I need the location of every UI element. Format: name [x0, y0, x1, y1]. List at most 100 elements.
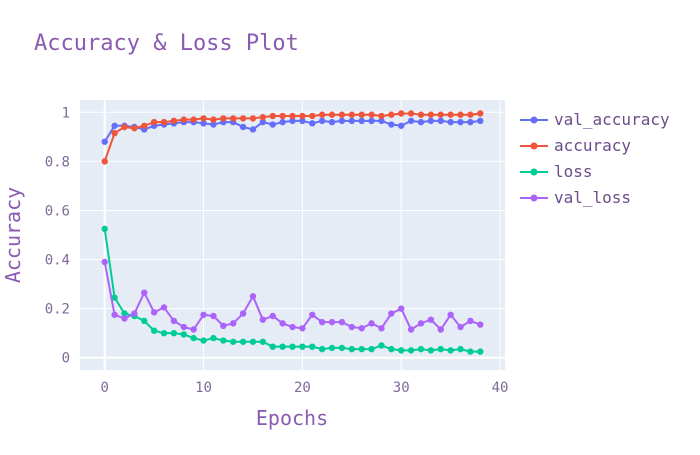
data-point: [407, 117, 415, 125]
data-point: [269, 312, 276, 320]
data-point: [368, 320, 375, 327]
data-point: [299, 112, 306, 120]
data-point: [200, 120, 207, 127]
y-tick-label: 0.2: [45, 302, 70, 318]
data-point: [328, 118, 336, 126]
data-point: [447, 347, 454, 354]
data-point: [111, 311, 118, 318]
data-point: [477, 117, 484, 125]
series-val-loss: [101, 258, 484, 333]
x-tick-label: 30: [393, 380, 410, 396]
data-point: [398, 110, 405, 117]
x-tick-label: 10: [195, 380, 212, 396]
data-point: [289, 117, 296, 125]
data-point: [170, 317, 178, 325]
x-tick-label: 40: [492, 380, 509, 396]
data-point: [229, 338, 237, 345]
data-point: [180, 116, 187, 123]
data-point: [150, 327, 158, 334]
data-point: [427, 111, 435, 118]
legend-label: val_accuracy: [554, 110, 670, 129]
data-point: [121, 123, 128, 131]
data-point: [467, 118, 474, 126]
data-point: [131, 125, 138, 132]
data-point: [269, 121, 276, 128]
data-point: [328, 318, 336, 326]
data-point: [368, 345, 375, 353]
legend-item-accuracy[interactable]: accuracy: [520, 136, 631, 155]
data-point: [229, 320, 237, 327]
data-point: [427, 117, 435, 125]
legend-marker-icon: [530, 194, 538, 202]
data-point: [180, 323, 187, 331]
data-point: [289, 343, 296, 350]
y-tick-label: 1: [62, 105, 70, 121]
data-point: [190, 326, 197, 333]
data-point: [368, 111, 375, 118]
data-point: [239, 338, 247, 345]
data-point: [141, 289, 148, 296]
data-point: [477, 110, 484, 117]
legend-item-val-loss[interactable]: val_loss: [520, 188, 631, 207]
data-point: [467, 111, 474, 118]
data-point: [477, 348, 484, 355]
data-point: [398, 122, 405, 129]
data-point: [338, 111, 346, 118]
data-point: [378, 342, 385, 349]
y-tick-label: 0.8: [45, 154, 70, 170]
data-point: [141, 122, 148, 129]
data-point: [279, 320, 286, 327]
data-point: [210, 121, 217, 128]
legend[interactable]: val_accuracy accuracy loss val_loss: [520, 110, 670, 207]
data-point: [447, 118, 454, 126]
legend-item-val-accuracy[interactable]: val_accuracy: [520, 110, 670, 129]
data-point: [279, 118, 286, 126]
x-tick-label: 20: [294, 380, 311, 396]
data-point: [160, 118, 168, 126]
data-point: [348, 345, 356, 353]
data-point: [309, 343, 316, 350]
data-point: [358, 111, 365, 118]
data-point: [328, 111, 336, 118]
data-point: [269, 112, 276, 120]
data-point: [457, 118, 464, 126]
data-point: [437, 117, 444, 125]
data-point: [200, 337, 207, 344]
data-point: [170, 329, 178, 337]
data-point: [160, 329, 168, 337]
data-point: [309, 120, 316, 127]
y-tick-label: 0.6: [45, 203, 70, 219]
data-point: [299, 325, 306, 332]
data-point: [348, 323, 356, 331]
data-point: [309, 311, 316, 318]
data-point: [239, 123, 247, 131]
data-point: [447, 311, 454, 318]
legend-label: loss: [554, 162, 593, 181]
data-point: [239, 310, 247, 317]
data-point: [101, 158, 108, 165]
data-point: [407, 326, 415, 333]
data-point: [417, 118, 425, 126]
data-point: [467, 348, 474, 355]
data-point: [427, 347, 435, 354]
data-point: [348, 117, 356, 125]
data-point: [289, 323, 296, 331]
data-point: [229, 115, 237, 122]
data-point: [318, 117, 326, 125]
data-point: [427, 316, 435, 323]
y-tick-label: 0: [62, 351, 70, 367]
data-point: [249, 115, 257, 122]
data-point: [190, 334, 197, 342]
data-point: [417, 320, 425, 327]
data-point: [101, 258, 108, 266]
data-point: [150, 118, 158, 126]
series-val-accuracy: [101, 117, 484, 145]
data-point: [467, 317, 474, 325]
series-accuracy: [101, 110, 484, 165]
data-point: [111, 294, 118, 301]
legend-item-loss[interactable]: loss: [520, 162, 593, 181]
chart-title: Accuracy & Loss Plot: [34, 31, 299, 56]
data-point: [101, 138, 108, 145]
data-point: [259, 338, 267, 345]
